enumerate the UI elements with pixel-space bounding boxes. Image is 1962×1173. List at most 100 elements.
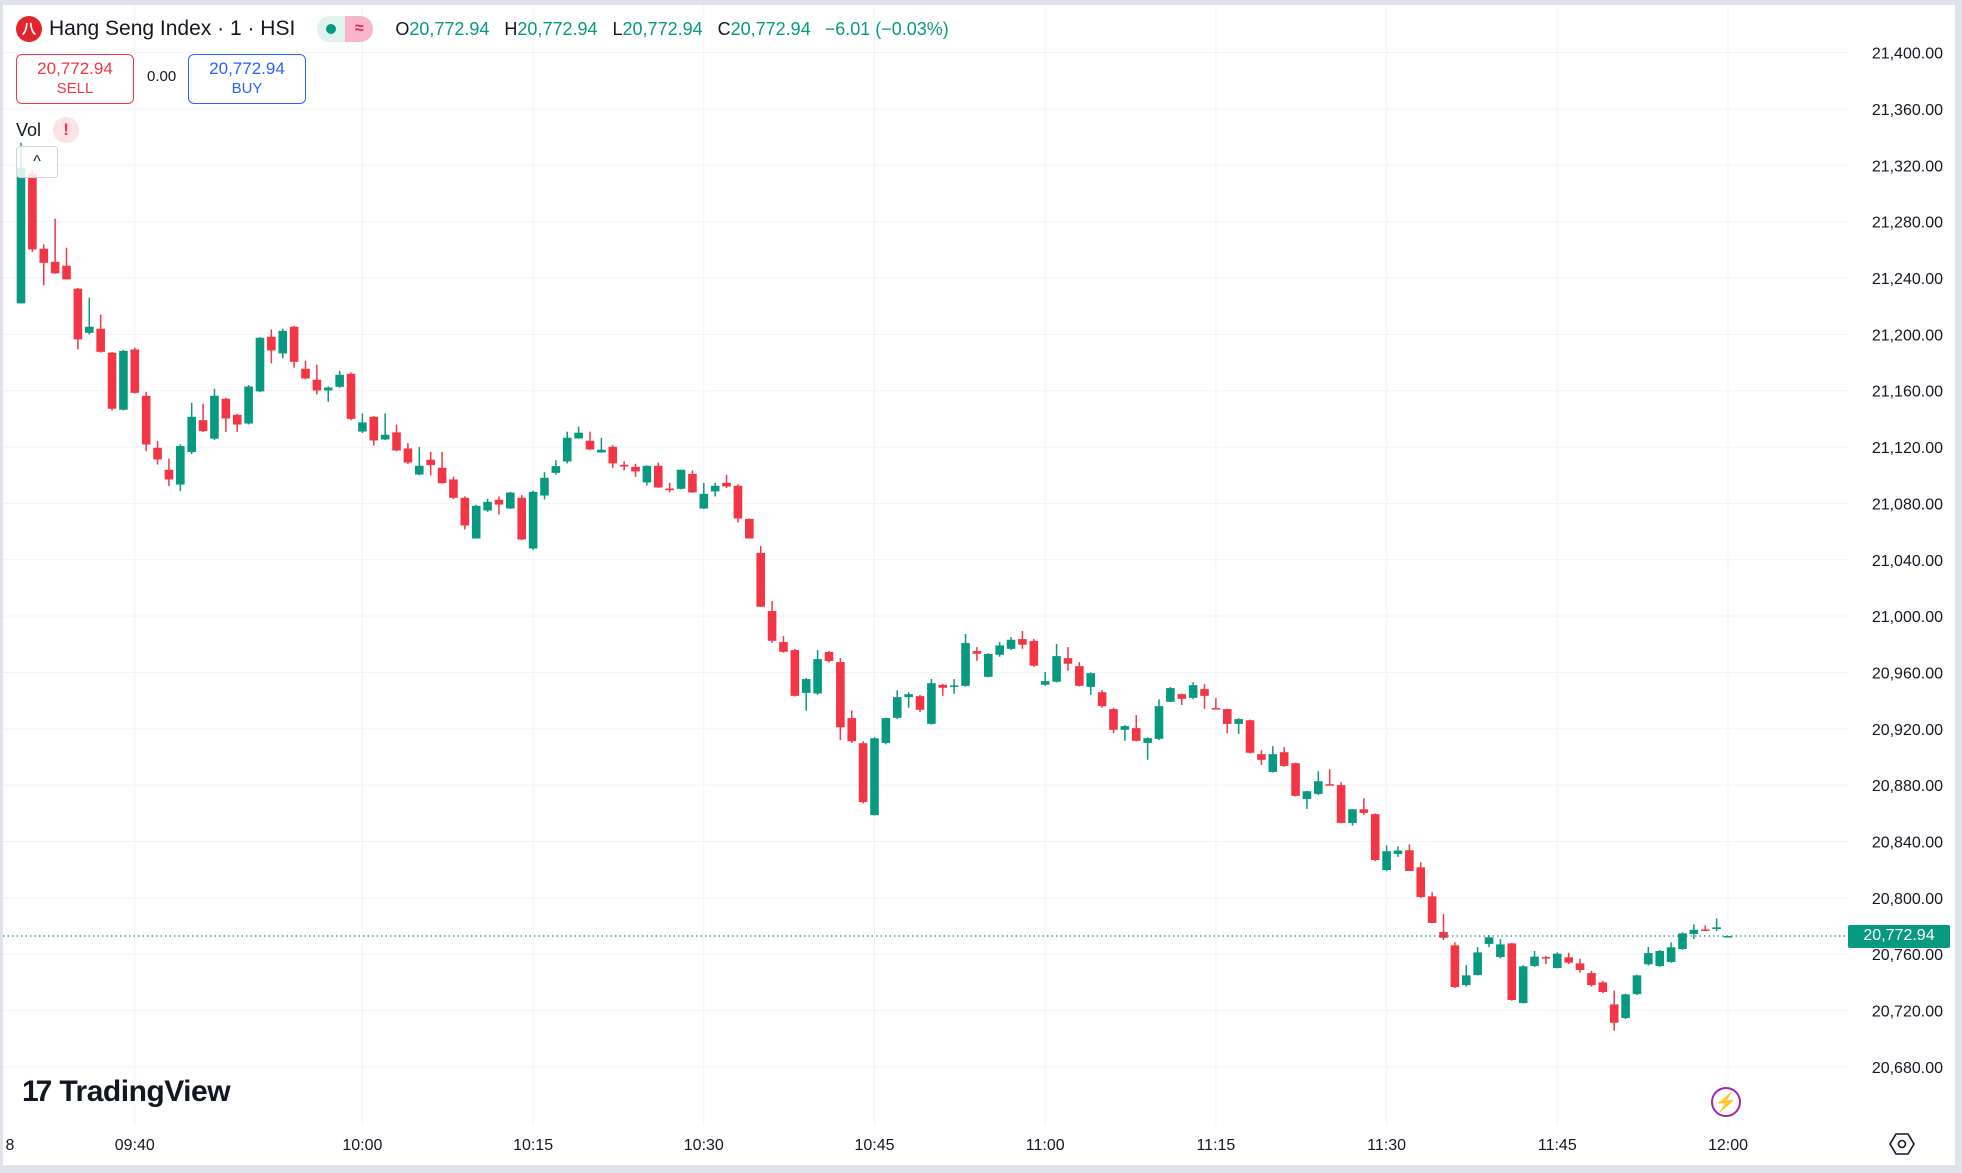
candle-body [1211,708,1221,710]
price-tick-label: 21,040.00 [1872,553,1943,570]
candle [1097,690,1107,708]
time-tick-label: 8 [6,1137,15,1154]
candle-body [904,694,913,698]
candle-body [597,449,606,453]
candle-body [938,684,948,688]
candle [824,651,834,663]
candle [1473,947,1482,976]
candle [1200,684,1209,709]
sell-button[interactable]: 20,772.94 SELL [16,54,134,104]
warning-icon[interactable]: ! [53,117,80,143]
market-status[interactable]: ≈ [317,16,374,42]
candle-body [1393,850,1403,854]
candle-body [1006,639,1016,649]
candle-body [551,466,561,473]
time-tick-label: 11:15 [1196,1137,1235,1154]
candle [653,462,663,488]
candle-body [574,432,583,439]
candle [426,451,435,476]
candle [1644,946,1653,966]
price-tick-label: 20,920.00 [1872,722,1943,739]
candle [574,426,583,439]
lightning-icon[interactable]: ⚡ [1711,1087,1741,1117]
candle [1040,672,1050,686]
price-tick-label: 20,720.00 [1872,1004,1943,1021]
candle [1177,693,1187,705]
candle-body [1496,944,1505,958]
candle [437,451,447,484]
price-tick-label: 21,200.00 [1872,327,1943,344]
price-tick-label: 20,680.00 [1872,1060,1943,1077]
candle [232,413,242,433]
time-tick-label: 10:30 [684,1137,724,1154]
candle [1609,990,1619,1031]
candle [710,482,720,497]
time-tick-label: 11:45 [1538,1137,1577,1154]
candle [1564,952,1573,965]
candle [722,474,731,488]
candle [28,170,37,252]
sell-label: SELL [56,80,94,97]
candle-body [1279,752,1289,766]
candle-body [1484,937,1494,944]
candle-body [608,446,618,464]
candle-body [232,414,242,425]
settings-icon[interactable] [1888,1130,1916,1158]
candle [346,372,356,421]
candle-body [1621,994,1630,1019]
candle-body [995,645,1004,655]
candle-body [858,743,868,803]
candle-body [653,465,663,488]
open-value: 20,772.94 [409,18,490,39]
candle-body [961,643,970,686]
candle-body [141,395,151,445]
candle [1257,750,1266,765]
volume-indicator[interactable]: Vol ! [16,117,80,143]
candle [1143,737,1152,760]
candle [790,648,800,697]
candle [1496,939,1505,959]
tradingview-logo[interactable]: 17 TradingView [22,1075,231,1109]
candle [1120,725,1130,741]
buy-button[interactable]: 20,772.94 BUY [188,54,306,104]
candle-body [1587,973,1596,986]
price-axis[interactable]: 21,400.00 21,360.00 21,320.00 21,280.00 21,2… [1872,46,1943,1077]
close-label: C [717,18,731,39]
candle-body [1359,809,1369,813]
candle [1632,974,1642,996]
candle [1245,719,1255,754]
candle-body [1518,966,1528,1004]
collapse-legend-button[interactable]: ^ [16,146,58,178]
candle-body [346,373,356,419]
candle-body [323,387,333,391]
candle-body [1348,809,1357,823]
price-tick-label: 21,240.00 [1872,271,1943,288]
candle-body [1382,851,1391,870]
ohlc-values: O20,772.94 H20,772.94 L20,772.94 C20,772… [395,19,949,40]
candle [995,642,1004,657]
candle [1075,662,1084,687]
candle [289,325,299,368]
symbol-header: 八 Hang Seng Index · 1 · HSI ≈ O20,772.94… [16,14,949,44]
candle [949,679,959,694]
candle [779,636,788,653]
candles [16,142,1733,1031]
price-tick-label: 21,000.00 [1872,609,1943,626]
candle [881,717,891,745]
candle [745,518,754,539]
price-tick-label: 21,360.00 [1872,102,1943,119]
candle [1382,845,1391,872]
candle-body [517,497,527,540]
candle-body [1234,719,1243,724]
candle [1598,980,1608,994]
price-tick-label: 20,880.00 [1872,778,1943,795]
symbol-title[interactable]: Hang Seng Index · 1 · HSI [49,17,296,40]
candle-body [1075,666,1084,686]
candle [1507,942,1517,1001]
candle [130,347,140,394]
candle-body [1461,975,1471,986]
candle-body [540,477,549,496]
candle [733,484,743,523]
time-axis[interactable]: 8 09:40 10:00 10:15 10:30 10:45 11:00 11:15 11:3… [6,1137,1749,1154]
